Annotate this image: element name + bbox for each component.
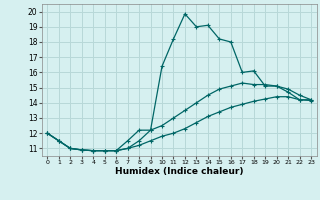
X-axis label: Humidex (Indice chaleur): Humidex (Indice chaleur) (115, 167, 244, 176)
